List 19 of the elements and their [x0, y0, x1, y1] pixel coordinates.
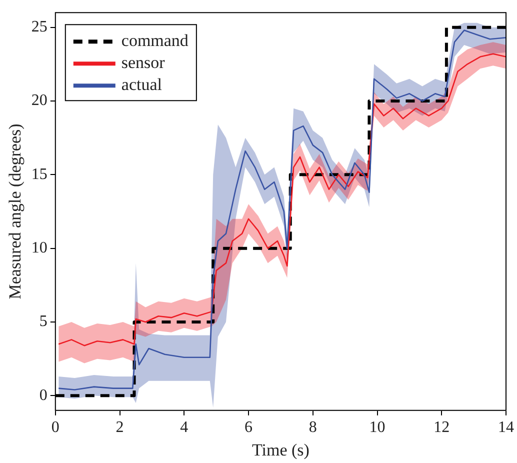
x-tick-label: 6 — [244, 419, 253, 436]
y-tick-label: 0 — [39, 386, 48, 404]
y-axis-title: Measured angle (degrees) — [6, 124, 25, 300]
x-tick-label: 0 — [51, 419, 60, 436]
legend-label: actual — [121, 75, 162, 94]
x-tick-label: 14 — [498, 419, 514, 436]
x-tick-label: 12 — [434, 419, 450, 436]
x-tick-label: 10 — [369, 419, 386, 436]
y-tick-label: 20 — [31, 92, 48, 110]
x-tick-label: 8 — [308, 419, 317, 436]
legend-label: command — [121, 31, 189, 50]
y-tick-label: 5 — [39, 313, 48, 330]
x-tick-label: 2 — [116, 419, 124, 436]
legend-label: sensor — [121, 53, 166, 72]
y-tick-label: 10 — [31, 240, 48, 257]
x-tick-label: 4 — [180, 419, 188, 436]
y-tick-label: 15 — [31, 166, 48, 183]
y-tick-label: 25 — [31, 18, 48, 36]
x-axis-title: Time (s) — [252, 440, 310, 460]
